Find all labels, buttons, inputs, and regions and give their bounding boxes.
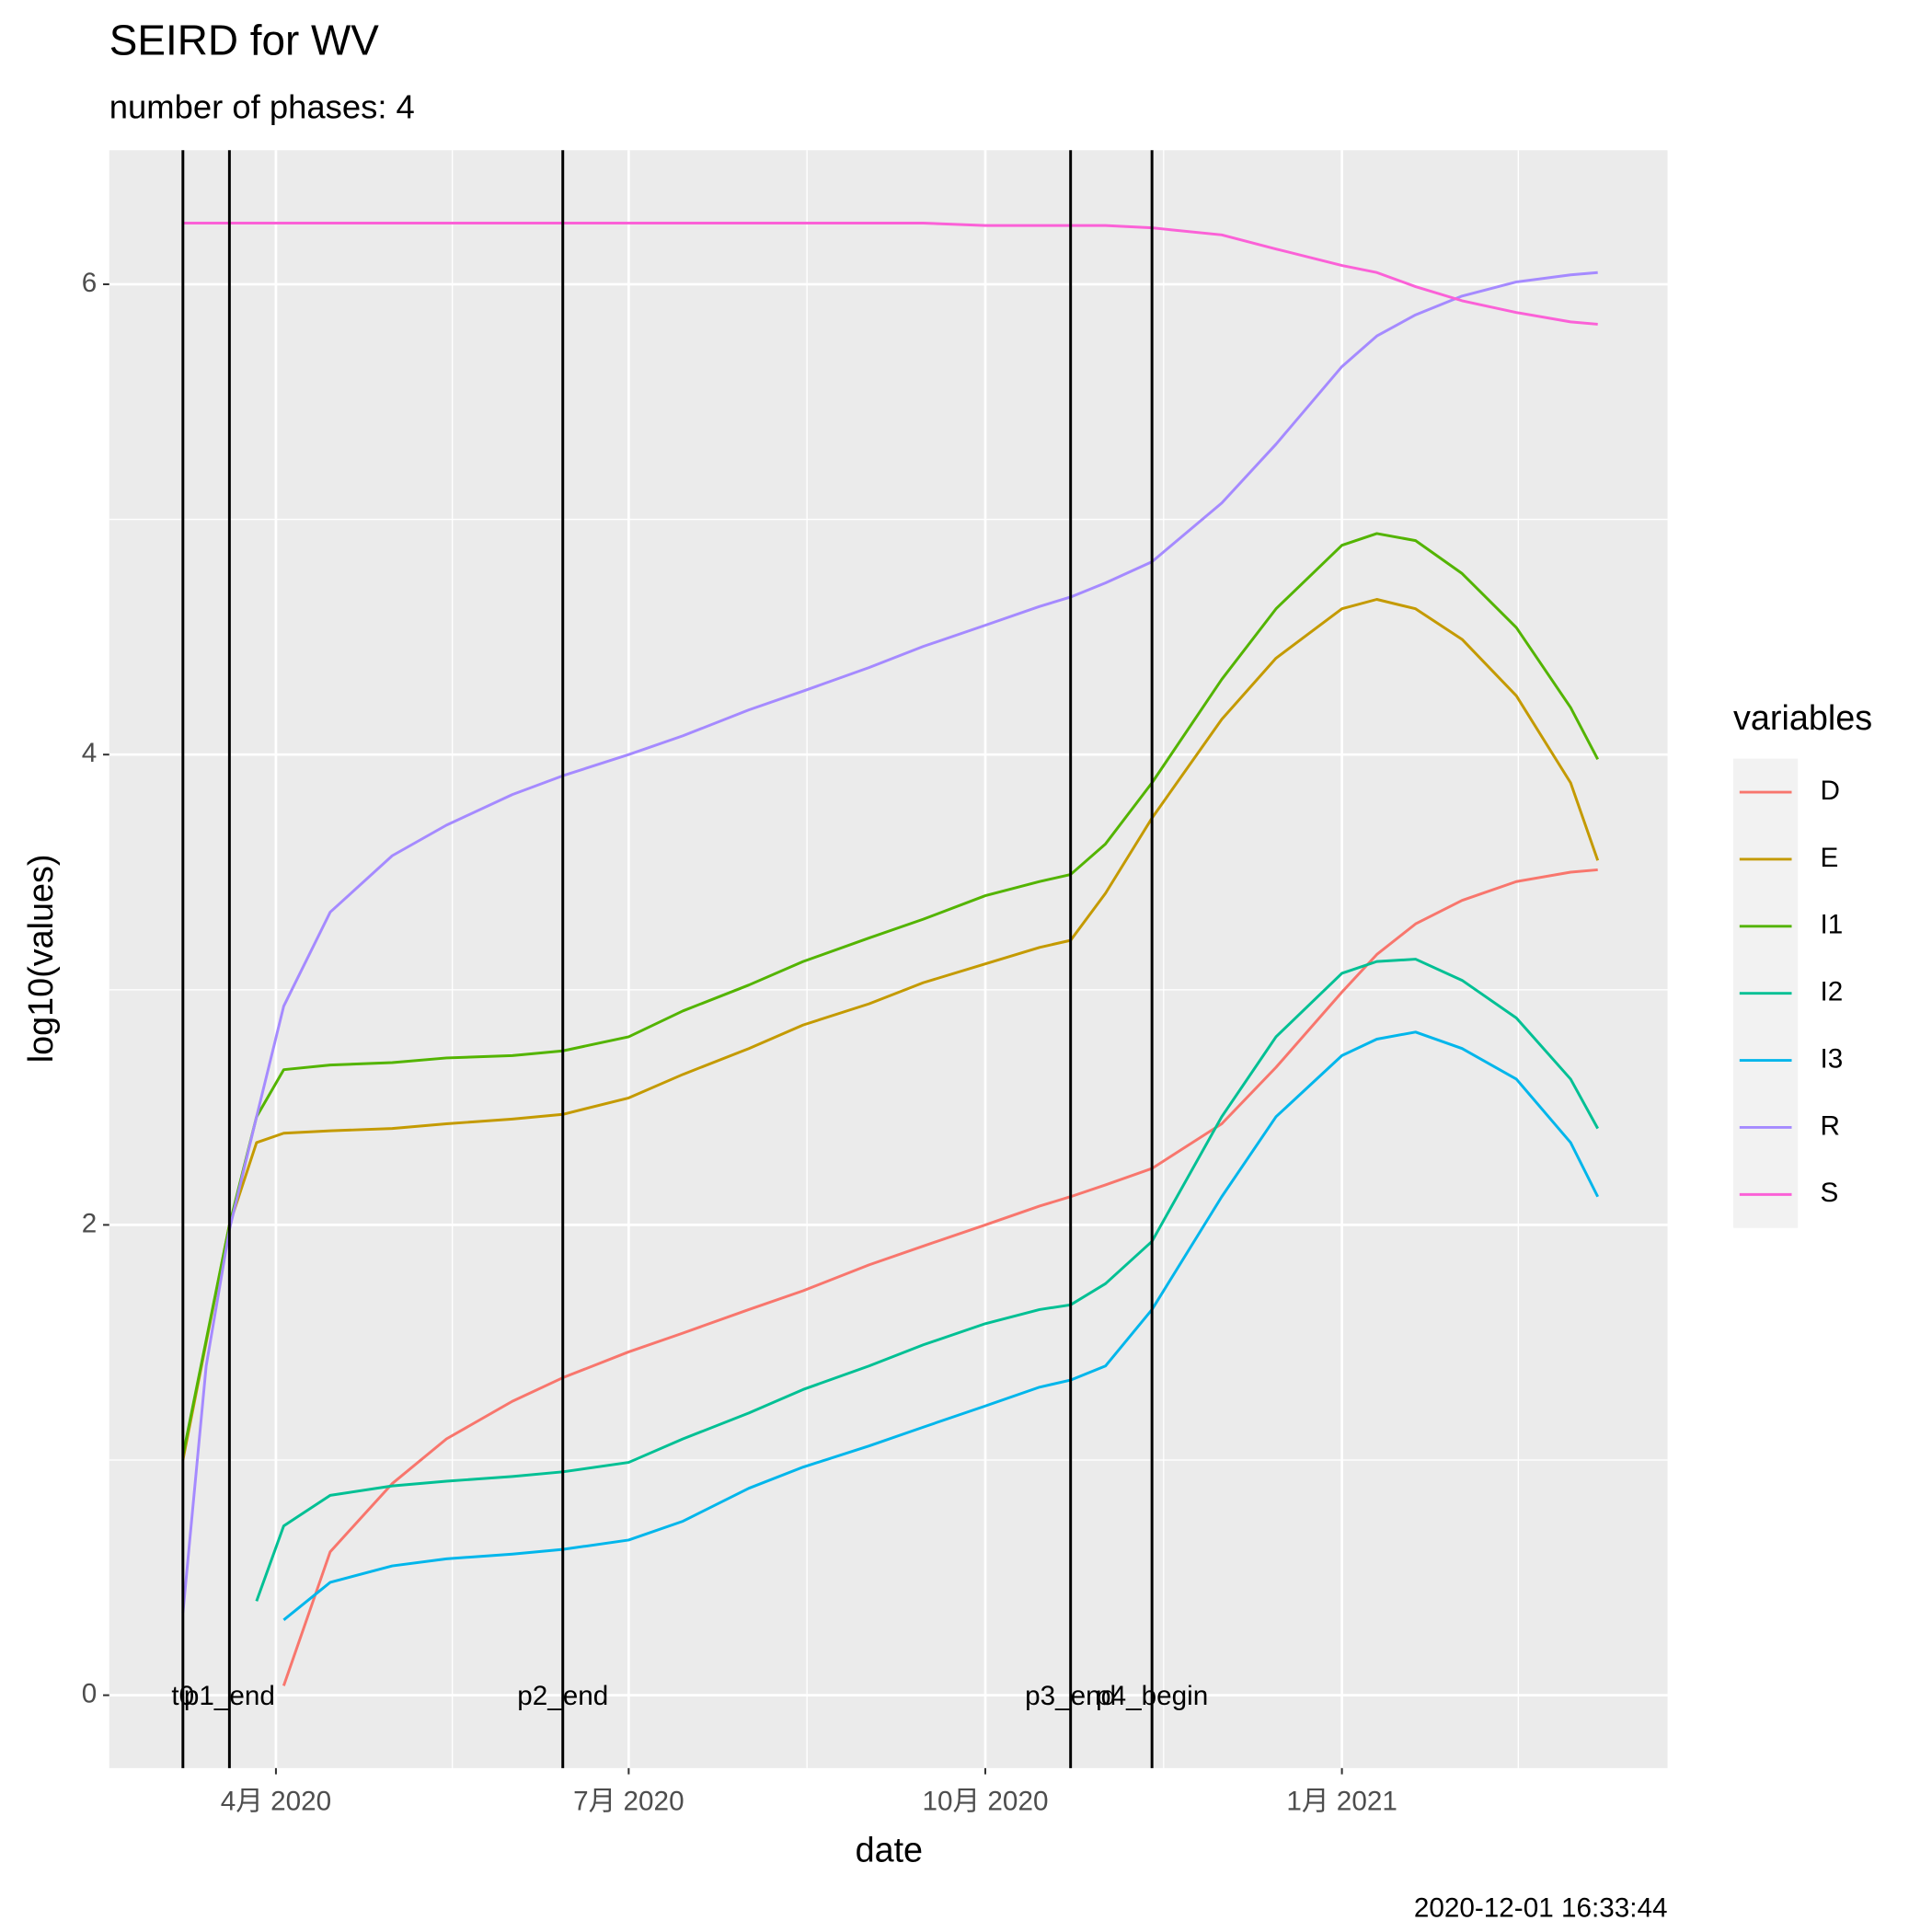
series-line: [181, 598, 1600, 1461]
y-tick-label: 4: [82, 738, 98, 768]
y-axis-title: log10(values): [22, 855, 61, 1064]
y-tick-label: 6: [82, 268, 98, 298]
phase-label: t0: [171, 1681, 194, 1711]
y-tick-label: 2: [82, 1208, 98, 1238]
phase-label: p2_end: [517, 1681, 608, 1711]
legend-label: R: [1821, 1110, 1840, 1141]
series-line: [282, 868, 1598, 1686]
phase-label: p1_end: [184, 1681, 275, 1711]
legend-label: D: [1821, 776, 1840, 806]
caption: 2020-12-01 16:33:44: [1414, 1893, 1668, 1924]
legend-label: I1: [1821, 910, 1844, 940]
series-lines: [181, 222, 1600, 1686]
phase-label: p4_begin: [1096, 1681, 1208, 1711]
plot-panel: [109, 150, 1668, 1768]
legend-label: I3: [1821, 1043, 1844, 1074]
chart-subtitle: number of phases: 4: [109, 87, 415, 125]
grid: [109, 150, 1668, 1768]
chart-title: SEIRD for WV: [109, 16, 380, 63]
x-axis-title: date: [856, 1832, 924, 1870]
series-line: [181, 532, 1600, 1456]
legend: variables D E I1 I2 I3 R S: [1733, 699, 1872, 1228]
series-line: [255, 958, 1599, 1602]
legend-label: E: [1821, 843, 1839, 873]
x-tick-label: 10月 2020: [922, 1786, 1048, 1816]
series-line: [181, 270, 1598, 1614]
legend-label: I2: [1821, 977, 1844, 1007]
x-tick-label: 7月 2020: [573, 1786, 684, 1816]
y-tick-label: 0: [82, 1678, 98, 1708]
series-line: [282, 1030, 1600, 1621]
x-tick-label: 1月 2021: [1286, 1786, 1397, 1816]
legend-label: S: [1821, 1178, 1839, 1208]
legend-title: variables: [1733, 699, 1872, 738]
x-tick-label: 4月 2020: [221, 1786, 332, 1816]
phase-label: p3_end: [1025, 1681, 1116, 1711]
series-line: [182, 222, 1598, 326]
